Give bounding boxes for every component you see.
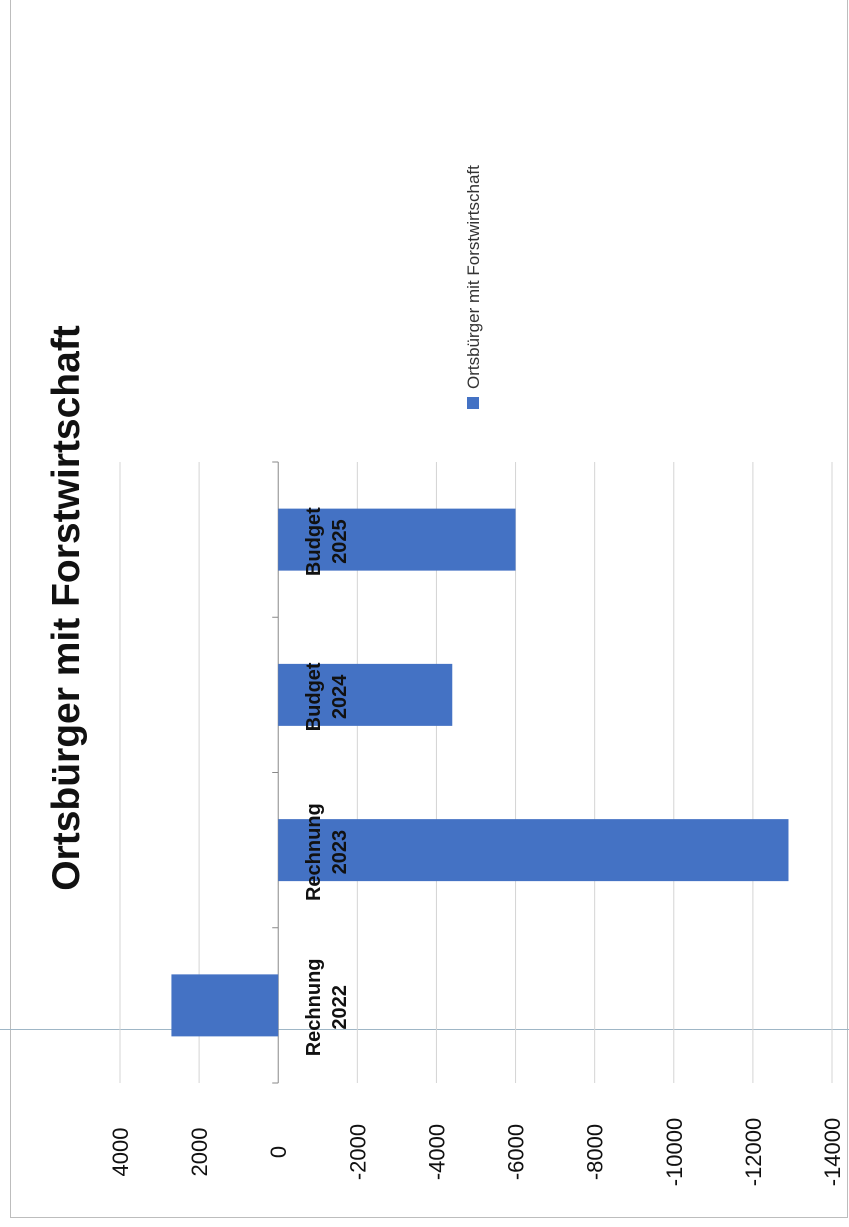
- category-label: Budget: [303, 507, 325, 576]
- bar: [171, 974, 279, 1037]
- category-label: 2023: [329, 830, 351, 875]
- bar: [278, 819, 789, 882]
- category-label: Rechnung: [303, 958, 325, 1056]
- value-tick-label: -12000: [741, 1118, 766, 1187]
- category-label: 2024: [329, 674, 351, 719]
- category-label: 2025: [329, 519, 351, 564]
- value-tick-label: -4000: [424, 1124, 449, 1180]
- value-tick-label: 4000: [108, 1128, 133, 1177]
- value-tick-label: -6000: [504, 1124, 529, 1180]
- value-axis-labels: 4000 2000 0 -2000 -4000 -6000 -8000 -10000 -1200…: [108, 1118, 845, 1187]
- category-label: 2022: [329, 985, 351, 1030]
- bar: [278, 508, 516, 571]
- value-tick-label: 2000: [187, 1128, 212, 1177]
- chart-title: Ortsbürger mit Forstwirtschaft: [45, 325, 88, 891]
- value-tick-label: 0: [266, 1146, 291, 1158]
- bar: [278, 663, 453, 726]
- value-tick-label: -14000: [820, 1118, 845, 1187]
- legend-swatch: [467, 397, 479, 409]
- value-tick-label: -8000: [583, 1124, 608, 1180]
- value-tick-label: -10000: [662, 1118, 687, 1187]
- category-label: Rechnung: [303, 803, 325, 901]
- scan-artifact-line: [0, 1029, 849, 1030]
- category-label: Budget: [303, 662, 325, 731]
- bars: [171, 508, 789, 1037]
- chart-frame: [10, 0, 848, 1218]
- legend: Ortsbürger mit Forstwirtschaft: [464, 165, 483, 409]
- legend-label: Ortsbürger mit Forstwirtschaft: [464, 165, 483, 389]
- value-tick-label: -2000: [345, 1124, 370, 1180]
